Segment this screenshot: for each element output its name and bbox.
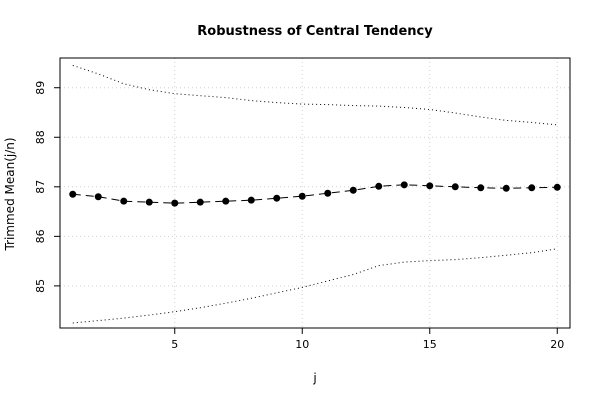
y-tick-label: 85 [34,279,47,293]
data-point [196,198,204,206]
data-point [553,183,561,191]
data-point [477,184,485,192]
data-point [375,182,383,190]
data-point [273,194,281,202]
data-point [94,193,102,201]
y-tick-label: 88 [34,130,47,144]
x-tick-label: 10 [295,338,309,351]
axes: 5 10 15 20 85 86 87 88 89 [34,81,564,351]
data-point [528,184,536,192]
data-point [222,197,230,205]
data-point [171,199,179,207]
data-point [426,182,434,190]
y-axis-label: Trimmed Mean(j/n) [3,137,17,251]
series-line-upper [72,64,558,126]
data-point [298,192,306,200]
data-point [145,198,153,206]
x-axis-label: j [312,371,316,385]
data-point [502,184,510,192]
plot-area [59,57,571,329]
series-layer [69,64,561,324]
y-tick-label: 87 [34,180,47,194]
data-point [324,189,332,197]
x-tick-label: 5 [171,338,178,351]
grid [60,58,570,328]
x-tick-label: 20 [550,338,564,351]
y-tick-label: 89 [34,81,47,95]
data-point [120,197,128,205]
y-tick-label: 86 [34,229,47,243]
data-point [69,190,77,198]
data-point [451,183,459,191]
series-line-center [72,184,558,204]
x-tick-label: 15 [423,338,437,351]
chart-title: Robustness of Central Tendency [197,24,433,39]
data-point [400,181,408,189]
data-point [247,196,255,204]
data-point [349,186,357,194]
